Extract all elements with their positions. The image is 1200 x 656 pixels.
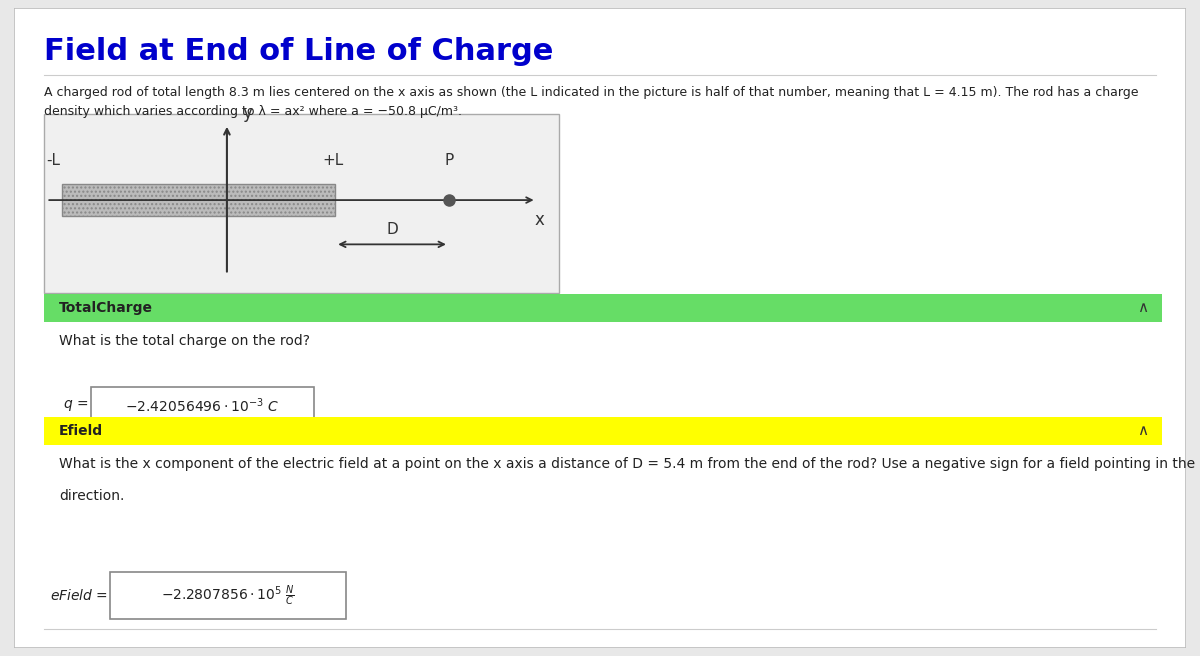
Text: -L: -L [47,154,60,168]
Text: $-2.2807856 \cdot 10^{5}\ \frac{N}{C}$: $-2.2807856 \cdot 10^{5}\ \frac{N}{C}$ [161,583,295,608]
Bar [62,184,335,216]
FancyBboxPatch shape [90,387,314,424]
Text: y: y [242,104,252,122]
FancyBboxPatch shape [110,572,346,619]
Text: Efield: Efield [59,424,103,438]
Text: ∧: ∧ [1136,423,1148,438]
Text: D: D [386,222,398,237]
Text: A charged rod of total length 8.3 m lies centered on the x axis as shown (the L : A charged rod of total length 8.3 m lies… [43,86,1138,99]
Text: $q$ =: $q$ = [62,398,89,413]
Text: Field at End of Line of Charge: Field at End of Line of Charge [43,37,553,66]
Text: $-2.42056496 \cdot 10^{-3}\ C$: $-2.42056496 \cdot 10^{-3}\ C$ [125,396,280,415]
Text: $eField$ =: $eField$ = [49,588,109,603]
Text: direction.: direction. [59,489,125,503]
Bar [43,294,1162,321]
Text: TotalCharge: TotalCharge [59,301,152,315]
Text: ∧: ∧ [1136,300,1148,316]
Bar [43,113,559,293]
Text: +L: +L [323,154,343,168]
Text: x: x [534,211,545,229]
Bar [43,417,1162,445]
Text: P: P [444,154,454,168]
Text: What is the x component of the electric field at a point on the x axis a distanc: What is the x component of the electric … [59,457,1200,471]
Bar [43,445,1162,629]
Text: density which varies according to λ = ax² where a = −50.8 μC/m³.: density which varies according to λ = ax… [43,105,462,118]
Text: What is the total charge on the rod?: What is the total charge on the rod? [59,335,310,348]
Bar [43,321,1162,434]
